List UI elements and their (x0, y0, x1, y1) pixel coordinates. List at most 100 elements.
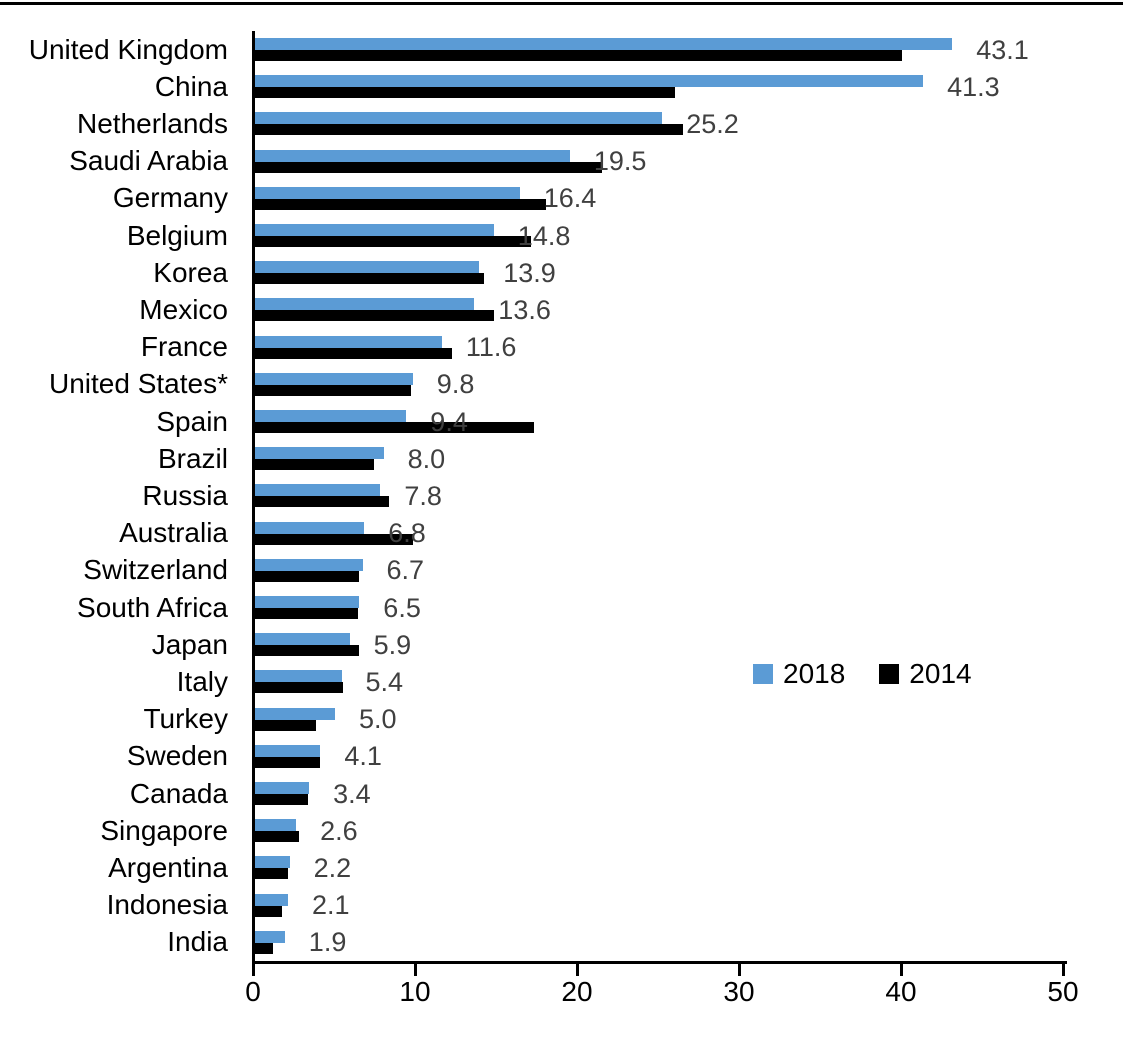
value-label: 19.5 (593, 146, 647, 177)
bar-2018-0 (254, 38, 953, 50)
value-label: 9.8 (436, 369, 475, 400)
value-label: 2.2 (313, 853, 352, 883)
value-label: 16.4 (543, 183, 597, 214)
top-border-line (0, 2, 1123, 5)
bar-2014-10 (254, 422, 535, 433)
value-label: 5.4 (365, 667, 404, 697)
x-axis-tick-label: 0 (245, 976, 261, 1007)
category-label: Italy (176, 666, 228, 697)
legend-label-2018: 2018 (783, 658, 846, 689)
bar-2014-17 (254, 682, 344, 694)
bar-2014-8 (254, 347, 452, 359)
value-label: 5.9 (373, 629, 412, 660)
bar-2014-24 (254, 942, 274, 954)
category-label: Brazil (157, 442, 228, 474)
bar-2014-5 (254, 236, 531, 247)
legend-item-2014: 2014 (879, 660, 972, 688)
bar-2018-1 (254, 75, 924, 88)
bar-2018-18 (254, 707, 335, 720)
value-label: 25.2 (686, 109, 739, 139)
bar-2018-23 (254, 893, 288, 906)
category-label: Spain (156, 405, 228, 437)
bar-2014-19 (254, 756, 321, 768)
legend-swatch-2018 (753, 664, 773, 684)
bar-2014-21 (254, 831, 300, 843)
bar-2014-9 (254, 384, 412, 396)
value-label: 43.1 (976, 34, 1029, 65)
value-label: 6.7 (386, 555, 425, 586)
bar-2018-8 (254, 335, 442, 348)
bar-2014-2 (254, 124, 684, 136)
value-label: 13.6 (498, 295, 551, 325)
bar-2014-3 (254, 161, 603, 173)
bar-2014-13 (254, 533, 413, 545)
bar-2014-11 (254, 459, 374, 471)
bar-2014-23 (254, 905, 282, 917)
category-label: Germany (112, 182, 228, 214)
bar-2018-7 (254, 298, 475, 311)
x-axis-tick (738, 964, 741, 976)
value-label: 5.0 (359, 704, 397, 735)
value-label: 2.6 (320, 815, 358, 846)
bar-2018-5 (254, 224, 494, 236)
x-axis-tick (1062, 964, 1065, 976)
legend-item-2018: 2018 (753, 660, 845, 688)
category-label: Switzerland (83, 554, 228, 586)
category-label: United States* (49, 368, 228, 400)
value-label: 1.9 (308, 927, 347, 958)
bar-2014-1 (254, 87, 676, 99)
bar-2014-6 (254, 273, 484, 285)
bar-2014-20 (254, 794, 308, 805)
bar-2014-14 (254, 570, 360, 582)
bar-2018-13 (254, 521, 365, 534)
x-axis-tick (414, 964, 417, 976)
value-label: 3.4 (333, 778, 371, 809)
category-label: Russia (142, 480, 228, 511)
bar-2018-12 (254, 484, 381, 497)
value-label: 4.1 (344, 741, 382, 772)
bar-2018-10 (254, 410, 407, 422)
category-label: China (154, 70, 228, 102)
bar-2018-24 (254, 930, 285, 943)
category-label: Saudi Arabia (69, 145, 228, 177)
bar-2018-4 (254, 186, 520, 199)
bar-2014-0 (254, 50, 902, 61)
category-label: Sweden (126, 740, 228, 772)
bar-2018-17 (254, 670, 342, 683)
x-axis-tick-label: 40 (885, 976, 917, 1007)
x-axis-tick (576, 964, 579, 976)
category-label: South Africa (77, 591, 228, 623)
value-label: 11.6 (465, 332, 517, 363)
x-axis-tick-label: 30 (723, 976, 755, 1007)
value-label: 7.8 (404, 481, 442, 511)
category-label: Singapore (100, 814, 228, 846)
category-label: Mexico (139, 294, 228, 325)
bar-2014-4 (254, 198, 546, 210)
bar-2018-16 (254, 633, 350, 646)
bar-2018-20 (254, 782, 310, 794)
category-label: Netherlands (77, 108, 228, 139)
bar-2018-19 (254, 744, 321, 757)
category-label: India (167, 926, 228, 958)
x-axis-tick (252, 964, 255, 976)
bar-2014-7 (254, 310, 494, 322)
x-axis-tick-label: 10 (399, 976, 431, 1007)
bar-2014-22 (254, 868, 288, 880)
bar-2018-14 (254, 558, 363, 571)
bar-2018-21 (254, 819, 297, 832)
category-label: Belgium (126, 219, 228, 251)
value-label: 41.3 (947, 71, 1000, 102)
category-label: Argentina (108, 852, 228, 883)
bar-2018-9 (254, 372, 413, 385)
value-label: 9.4 (430, 406, 468, 437)
bar-2018-11 (254, 447, 384, 460)
category-label: Turkey (143, 703, 228, 735)
bar-2014-16 (254, 645, 360, 657)
category-label: France (140, 331, 228, 363)
bar-2014-18 (254, 719, 316, 731)
x-axis-tick-label: 20 (561, 976, 593, 1007)
x-axis-tick-label: 50 (1047, 976, 1079, 1007)
bar-2014-15 (254, 608, 358, 619)
legend-swatch-2014 (879, 664, 900, 684)
